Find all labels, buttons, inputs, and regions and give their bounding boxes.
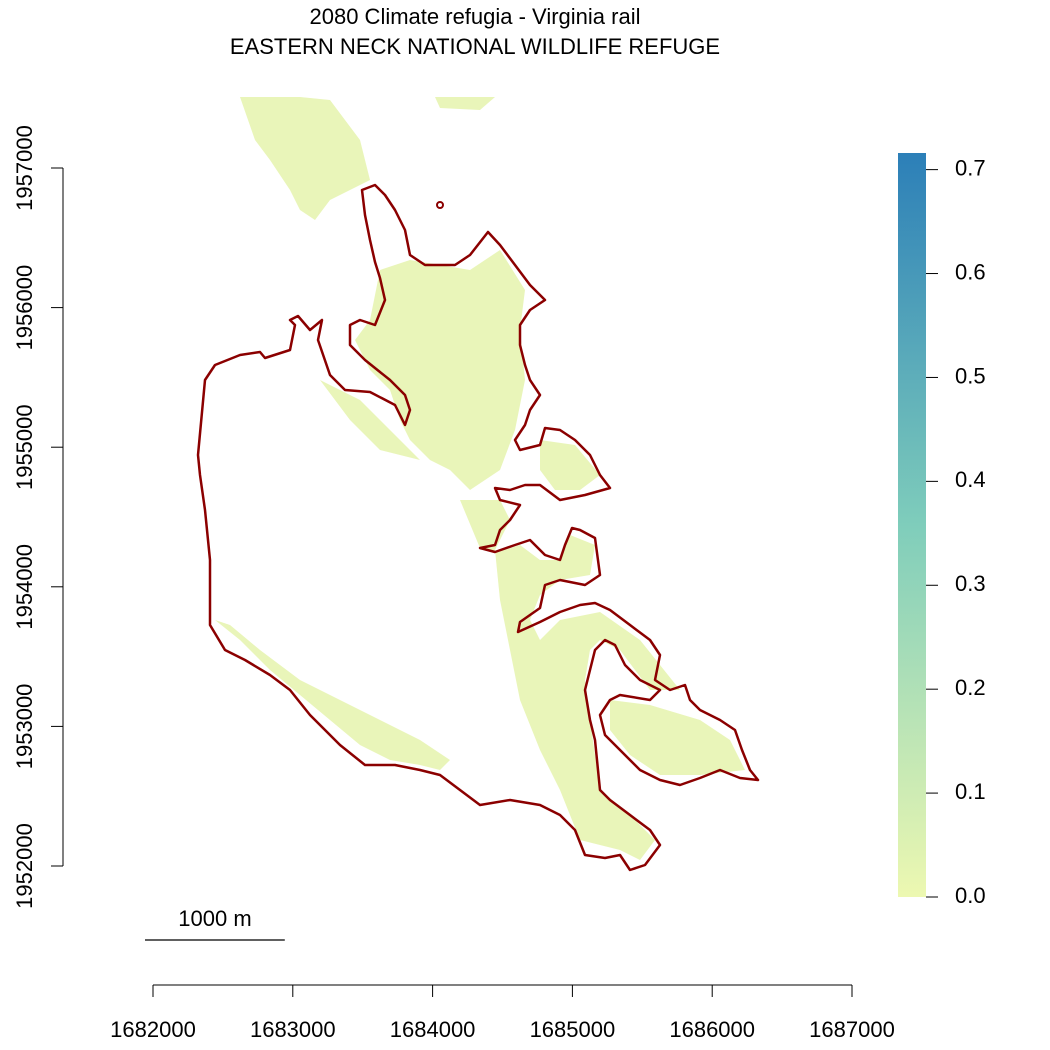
raster-patch <box>320 380 420 460</box>
color-tick-label: 0.1 <box>955 779 986 804</box>
raster-patch <box>435 97 495 110</box>
x-tick-label: 1687000 <box>809 1017 895 1042</box>
refuge-boundary <box>436 201 444 209</box>
x-tick-label: 1683000 <box>250 1017 336 1042</box>
chart-title: 2080 Climate refugia - Virginia rail <box>310 4 641 29</box>
color-tick-label: 0.7 <box>955 155 986 180</box>
color-tick-label: 0.5 <box>955 363 986 388</box>
raster-patch <box>355 250 525 490</box>
x-tick-label: 1685000 <box>530 1017 616 1042</box>
chart-subtitle: EASTERN NECK NATIONAL WILDLIFE REFUGE <box>230 34 720 59</box>
raster-patch <box>460 500 680 860</box>
y-tick-label: 1957000 <box>12 125 37 211</box>
x-tick-label: 1686000 <box>669 1017 755 1042</box>
raster-patch <box>215 620 450 770</box>
scale-bar-label: 1000 m <box>178 906 251 931</box>
color-tick-label: 0.2 <box>955 675 986 700</box>
x-tick-label: 1682000 <box>110 1017 196 1042</box>
raster-patch <box>240 97 370 220</box>
y-tick-label: 1955000 <box>12 404 37 490</box>
refuge-boundary <box>196 183 760 872</box>
y-tick-label: 1952000 <box>12 823 37 909</box>
color-bar <box>898 153 926 897</box>
raster-patch <box>540 440 600 490</box>
raster <box>215 97 745 860</box>
y-tick-label: 1954000 <box>12 544 37 630</box>
color-tick-label: 0.4 <box>955 467 986 492</box>
y-tick-label: 1956000 <box>12 265 37 351</box>
y-tick-label: 1953000 <box>12 684 37 770</box>
x-tick-label: 1684000 <box>390 1017 476 1042</box>
color-tick-label: 0.0 <box>955 883 986 908</box>
raster-patch <box>610 700 745 775</box>
color-tick-label: 0.3 <box>955 571 986 596</box>
color-tick-label: 0.6 <box>955 259 986 284</box>
